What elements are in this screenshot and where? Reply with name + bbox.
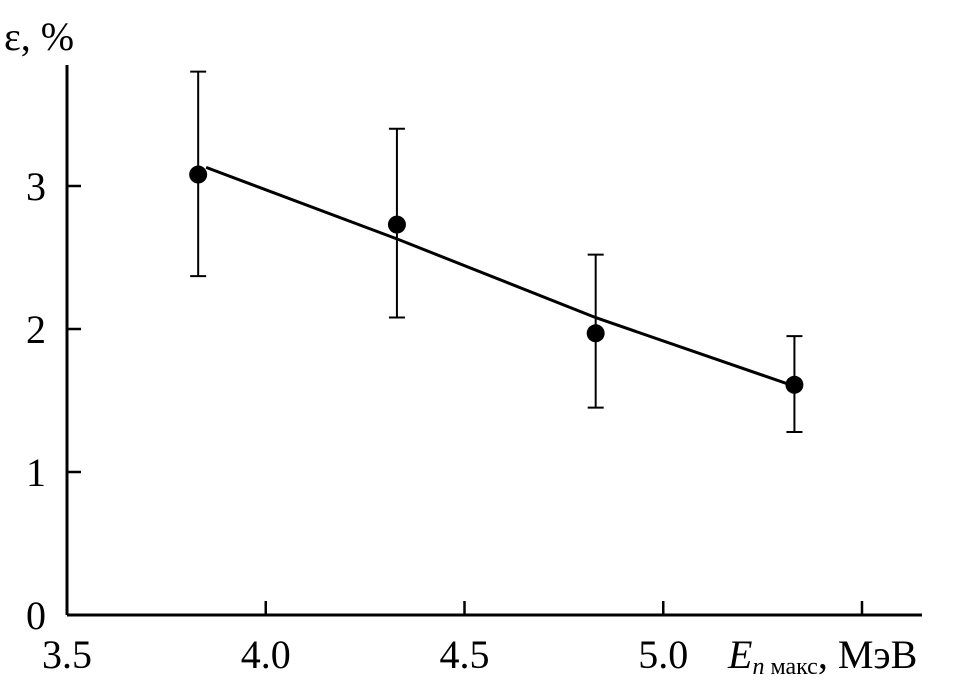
x-tick-label-1: 4.0 (241, 632, 291, 677)
x-ticks: 3.5 4.0 4.5 5.0 (42, 601, 864, 677)
x-axis-unit: , МэВ (818, 632, 917, 677)
data-point-3 (785, 375, 804, 394)
fit-line-group (205, 165, 795, 388)
y-tick-label-1: 1 (26, 450, 46, 495)
x-axis-subscript: n макс (752, 654, 817, 680)
data-point-1 (387, 215, 406, 234)
axes (65, 65, 922, 617)
data-point-2 (586, 324, 605, 343)
x-axis-symbol: E (727, 632, 752, 677)
data-points (189, 165, 804, 394)
y-tick-label-3: 3 (26, 164, 46, 209)
y-tick-label-2: 2 (26, 307, 46, 352)
error-bars (190, 70, 803, 433)
x-tick-label-2: 4.5 (440, 632, 490, 677)
x-axis-subscript-n: n (752, 654, 764, 680)
x-tick-label-3: 5.0 (638, 632, 688, 677)
x-tick-label-0: 3.5 (42, 632, 92, 677)
fit-line (205, 165, 795, 388)
y-ticks: 0 1 2 3 (26, 164, 81, 638)
x-axis-title: En макс, МэВ (727, 632, 917, 680)
data-point-0 (189, 165, 208, 184)
y-axis-title: ε, % (4, 14, 74, 59)
y-tick-label-0: 0 (26, 593, 46, 638)
x-axis-subscript-rest: макс (764, 654, 817, 680)
